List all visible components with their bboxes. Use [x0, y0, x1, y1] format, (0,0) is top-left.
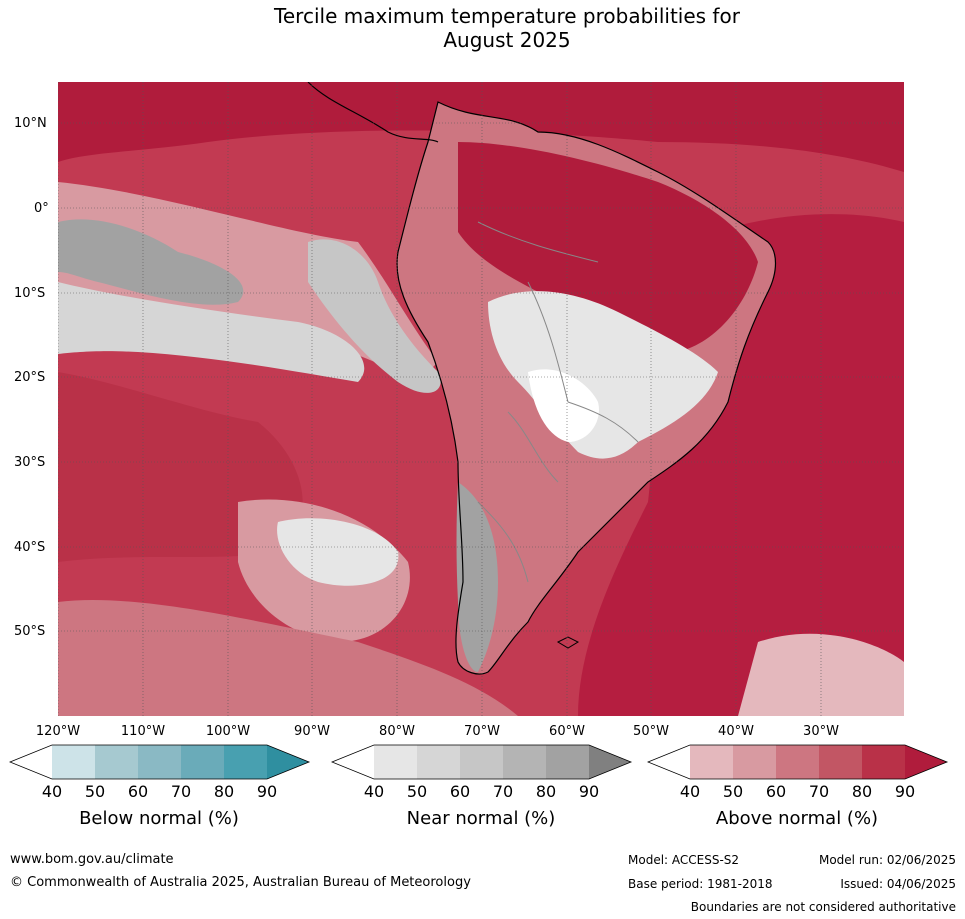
- lon-label-120w: 120°W: [35, 724, 81, 739]
- interior-white-area: [528, 369, 599, 442]
- cbar-above-swatch-1: [690, 745, 733, 779]
- southern-ocean-pink-area: [58, 600, 518, 716]
- cbar-above-tick-90: 90: [894, 782, 916, 801]
- lat-label-10s: 10°S: [14, 286, 46, 301]
- cbar-below-outline: [9, 744, 311, 780]
- patagonia-grey-area: [456, 482, 498, 672]
- cbar-near-swatch-1: [374, 745, 417, 779]
- cbar-near-swatch-4: [503, 745, 546, 779]
- issued-text: Issued: 04/06/2025: [840, 877, 956, 891]
- cbar-below-swatch-5: [224, 745, 267, 779]
- base-period-text: Base period: 1981-2018: [628, 877, 773, 891]
- cbar-near-tick-50: 50: [406, 782, 428, 801]
- cbar-near-outline: [331, 744, 633, 780]
- amazon-dark-red-area: [458, 142, 758, 352]
- cbar-below-swatch-1: [52, 745, 95, 779]
- lon-label-110w: 110°W: [120, 724, 166, 739]
- cbar-above-tick-60: 60: [765, 782, 787, 801]
- cbar-below-swatch-3: [138, 745, 181, 779]
- cbar-above-title: Above normal (%): [715, 808, 879, 829]
- pacific-grey-tongue: [308, 239, 441, 393]
- probability-map: [58, 82, 904, 716]
- interior-near-normal-area: [488, 291, 718, 459]
- cbar-below-swatch-0: [10, 745, 52, 779]
- colorbar-above-normal-svg: [647, 744, 949, 780]
- cbar-near-swatch-0: [332, 745, 374, 779]
- website-link[interactable]: www.bom.gov.au/climate: [10, 852, 174, 867]
- lat-label-40s: 40°S: [14, 540, 46, 555]
- graticule: [58, 82, 904, 716]
- cbar-above-outline: [647, 744, 949, 780]
- cbar-below-swatch-4: [181, 745, 224, 779]
- cbar-above-swatch-5: [862, 745, 905, 779]
- colorbar-near-normal-svg: [331, 744, 633, 780]
- lon-label-30w: 30°W: [803, 724, 839, 739]
- lat-label-0: 0°: [34, 201, 49, 216]
- falkland-islands: [556, 636, 580, 649]
- cbar-above-swatch-6: [905, 745, 947, 779]
- south-pacific-grey-area: [277, 518, 399, 586]
- cbar-below-swatch-2: [95, 745, 138, 779]
- lon-label-80w: 80°W: [379, 724, 415, 739]
- cbar-below-tick-60: 60: [127, 782, 149, 801]
- cbar-near-swatch-3: [460, 745, 503, 779]
- cbar-near-tick-40: 40: [363, 782, 385, 801]
- lon-label-40w: 40°W: [718, 724, 754, 739]
- cbar-above-tick-40: 40: [679, 782, 701, 801]
- coastline: [396, 101, 777, 675]
- lon-label-90w: 90°W: [294, 724, 330, 739]
- lon-label-50w: 50°W: [633, 724, 669, 739]
- cbar-above-swatch-4: [819, 745, 862, 779]
- model-text: Model: ACCESS-S2: [628, 853, 740, 867]
- cbar-below-tick-70: 70: [170, 782, 192, 801]
- cbar-near-swatch-5: [546, 745, 589, 779]
- central-america-coastline: [307, 82, 439, 143]
- disclaimer-text: Boundaries are not considered authoritat…: [690, 900, 956, 914]
- cbar-above-tick-80: 80: [851, 782, 873, 801]
- country-borders: [477, 221, 639, 583]
- lon-label-70w: 70°W: [464, 724, 500, 739]
- cbar-below-title: Below normal (%): [79, 808, 239, 829]
- pacific-pink-band: [58, 182, 438, 382]
- probability-map-svg: [58, 82, 904, 716]
- map-title-line1: Tercile maximum temperature probabilitie…: [274, 4, 740, 28]
- cbar-above-tick-70: 70: [808, 782, 830, 801]
- cbar-near-tick-90: 90: [578, 782, 600, 801]
- model-run-text: Model run: 02/06/2025: [818, 853, 956, 867]
- cbar-near-swatch-6: [589, 745, 631, 779]
- cbar-near-tick-80: 80: [535, 782, 557, 801]
- lat-label-50s: 50°S: [14, 624, 46, 639]
- cbar-near-tick-70: 70: [492, 782, 514, 801]
- cbar-below-tick-80: 80: [213, 782, 235, 801]
- map-title-line2: August 2025: [443, 28, 571, 52]
- cbar-above-swatch-0: [648, 745, 690, 779]
- cbar-above-tick-50: 50: [722, 782, 744, 801]
- cbar-near-title: Near normal (%): [406, 808, 556, 829]
- cbar-near-tick-60: 60: [449, 782, 471, 801]
- lat-label-20s: 20°S: [14, 370, 46, 385]
- cbar-below-tick-40: 40: [41, 782, 63, 801]
- southeast-light-pink-area: [738, 633, 904, 716]
- cbar-below-tick-90: 90: [256, 782, 278, 801]
- lon-label-100w: 100°W: [205, 724, 251, 739]
- lon-label-60w: 60°W: [549, 724, 585, 739]
- map-title: Tercile maximum temperature probabilitie…: [0, 4, 965, 52]
- cbar-below-swatch-6: [267, 745, 309, 779]
- cbar-above-swatch-3: [776, 745, 819, 779]
- lat-label-10n: 10°N: [14, 116, 47, 131]
- cbar-above-swatch-2: [733, 745, 776, 779]
- pacific-light-grey-band: [58, 282, 365, 382]
- cbar-near-swatch-2: [417, 745, 460, 779]
- copyright-text: © Commonwealth of Australia 2025, Austra…: [10, 875, 471, 890]
- lat-label-30s: 30°S: [14, 455, 46, 470]
- pacific-grey-area: [58, 219, 244, 305]
- colorbar-below-normal-svg: [9, 744, 311, 780]
- cbar-below-tick-50: 50: [84, 782, 106, 801]
